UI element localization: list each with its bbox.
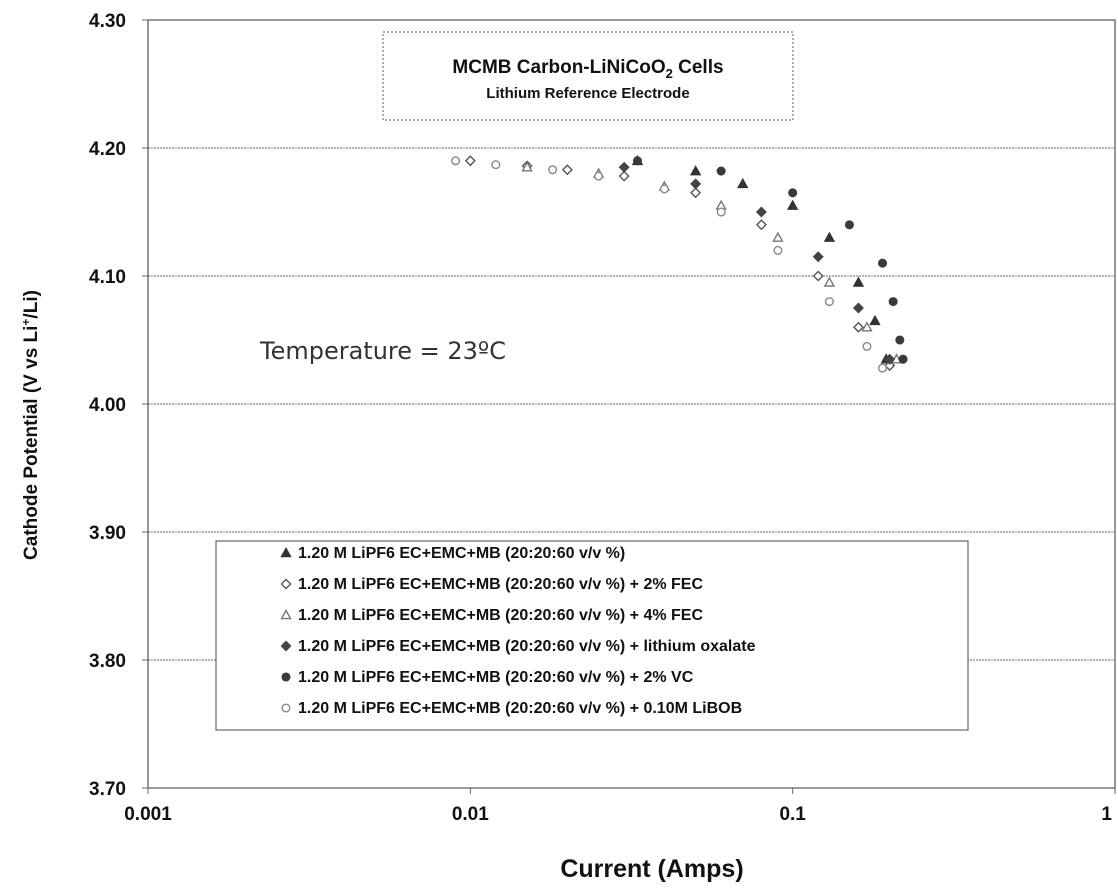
- legend-label: 1.20 M LiPF6 EC+EMC+MB (20:20:60 v/v %) …: [298, 576, 703, 593]
- data-point: [549, 166, 557, 174]
- legend-marker: [282, 704, 290, 712]
- data-point: [846, 221, 854, 229]
- x-tick-label: 1: [1101, 804, 1112, 825]
- temperature-annotation: Temperature = 23ºC: [259, 337, 506, 365]
- y-tick-label: 4.30: [89, 11, 126, 32]
- legend-item: 1.20 M LiPF6 EC+EMC+MB (20:20:60 v/v %) …: [282, 607, 704, 624]
- legend-marker: [282, 673, 290, 681]
- data-point: [789, 189, 797, 197]
- y-tick-labels: 3.70 3.80 3.90 4.00 4.10 4.20 4.30: [89, 11, 148, 800]
- data-point: [774, 247, 782, 255]
- data-point: [896, 336, 904, 344]
- legend-item: 1.20 M LiPF6 EC+EMC+MB (20:20:60 v/v %) …: [282, 700, 742, 717]
- data-point: [879, 259, 887, 267]
- data-point: [879, 364, 887, 372]
- legend-label: 1.20 M LiPF6 EC+EMC+MB (20:20:60 v/v %) …: [298, 638, 756, 655]
- legend-label: 1.20 M LiPF6 EC+EMC+MB (20:20:60 v/v %) …: [298, 607, 703, 624]
- data-point: [661, 185, 669, 193]
- chart-title: MCMB Carbon-LiNiCoO2 Cells: [452, 57, 723, 81]
- y-axis-title: Cathode Potential (V vs Li+/Li): [19, 290, 42, 560]
- x-axis-title: Current (Amps): [560, 855, 743, 883]
- y-tick-label: 3.70: [89, 779, 126, 800]
- x-tick-label: 0.001: [124, 804, 172, 825]
- data-point: [595, 172, 603, 180]
- data-point: [492, 161, 500, 169]
- data-point: [889, 298, 897, 306]
- y-tick-label: 4.00: [89, 395, 126, 416]
- data-point: [826, 298, 834, 306]
- y-tick-label: 4.20: [89, 139, 126, 160]
- data-point: [452, 157, 460, 165]
- data-point: [717, 167, 725, 175]
- legend-item: 1.20 M LiPF6 EC+EMC+MB (20:20:60 v/v %) …: [282, 638, 756, 655]
- legend-label: 1.20 M LiPF6 EC+EMC+MB (20:20:60 v/v %): [298, 545, 625, 562]
- legend-item: 1.20 M LiPF6 EC+EMC+MB (20:20:60 v/v %): [282, 545, 626, 562]
- data-point: [634, 157, 642, 165]
- legend-label: 1.20 M LiPF6 EC+EMC+MB (20:20:60 v/v %) …: [298, 669, 694, 686]
- legend-item: 1.20 M LiPF6 EC+EMC+MB (20:20:60 v/v %) …: [282, 576, 704, 593]
- y-tick-label: 4.10: [89, 267, 126, 288]
- y-tick-label: 3.90: [89, 523, 126, 544]
- chart-subtitle: Lithium Reference Electrode: [486, 85, 689, 102]
- x-tick-label: 0.1: [779, 804, 806, 825]
- data-point: [899, 355, 907, 363]
- data-point: [717, 208, 725, 216]
- y-tick-label: 3.80: [89, 651, 126, 672]
- data-point: [863, 343, 871, 351]
- x-tick-labels: 0.001 0.01 0.1 1: [124, 788, 1115, 825]
- legend-item: 1.20 M LiPF6 EC+EMC+MB (20:20:60 v/v %) …: [282, 669, 694, 686]
- legend-label: 1.20 M LiPF6 EC+EMC+MB (20:20:60 v/v %) …: [298, 700, 742, 717]
- x-tick-label: 0.01: [452, 804, 489, 825]
